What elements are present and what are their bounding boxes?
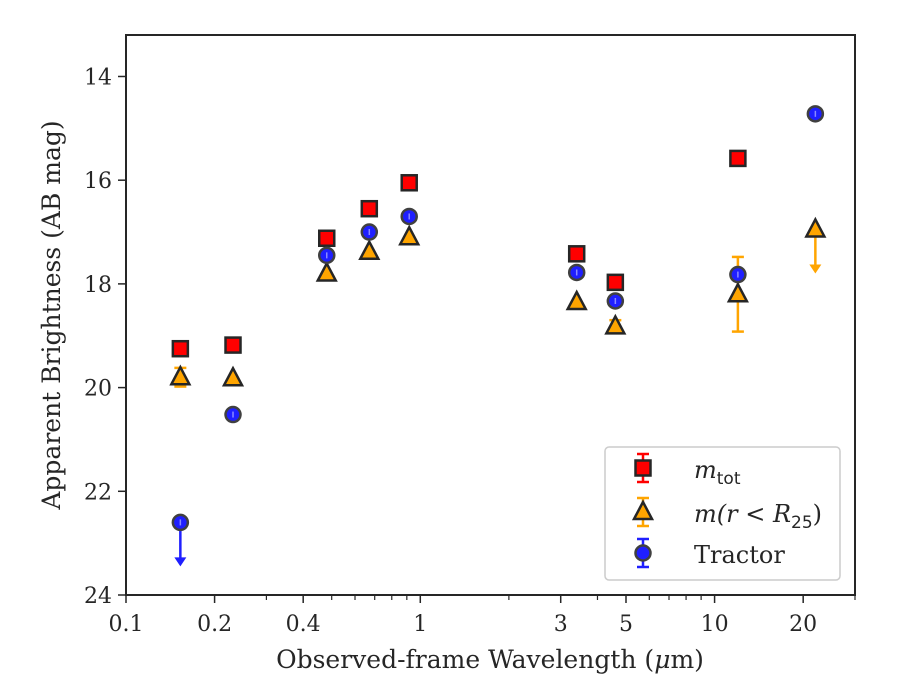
legend-mr25-suffix: ) [813,500,822,528]
legend-entry-tractor: Tractor [694,541,785,569]
x-tick-label: 3 [554,612,568,637]
y-axis-title: Apparent Brightness (AB mag) [37,120,66,510]
x-tick-label: 20 [789,612,817,637]
plot-frame [125,34,856,596]
x-tick-label: 5 [619,612,633,637]
x-tick-label: 0.1 [109,612,144,637]
x-axis-ticks: 0.1 0.2 0.4 1 3 5 10 20 [109,595,856,637]
x-axis-title-suffix: m) [670,645,703,674]
legend-entry-mtot: mtot [694,456,741,489]
y-tick-label: 24 [84,584,112,609]
x-axis-title-prefix: Observed-frame Wavelength ( [276,645,654,674]
y-tick-label: 22 [84,480,112,505]
x-tick-label: 1 [413,612,427,637]
legend-entry-mr25: m(r < R25) [694,500,822,533]
legend-mr25-main: m(r < R [694,500,791,528]
mr25-upper-limit-arrow-head [809,264,822,274]
y-tick-label: 16 [84,169,112,194]
y-axis-ticks: 14 16 18 20 22 24 [84,65,126,609]
legend-mr25-sub: 25 [791,513,813,533]
legend: mtot m(r < R25) Tractor [604,446,841,581]
x-axis-title-mu: μ [654,645,670,674]
y-tick-label: 14 [84,65,112,90]
y-tick-label: 18 [84,273,112,298]
legend-tractor-marker [634,544,652,562]
y-tick-label: 20 [84,377,112,402]
legend-markers [631,452,655,569]
tractor-upper-limit-arrow-head [174,557,187,567]
legend-mtot-marker [634,459,652,477]
x-tick-label: 0.4 [286,612,321,637]
x-tick-label: 10 [701,612,729,637]
legend-box [604,446,841,581]
x-axis-title: Observed-frame Wavelength (μm) [276,645,704,674]
legend-mr25-marker [631,499,655,521]
data-marks [169,105,827,567]
plot-area: 0.1 0.2 0.4 1 3 5 10 20 14 16 18 20 22 24 [84,34,856,637]
legend-mtot-main: m [694,456,717,484]
x-tick-label: 0.2 [197,612,232,637]
legend-mtot-sub: tot [717,469,741,489]
